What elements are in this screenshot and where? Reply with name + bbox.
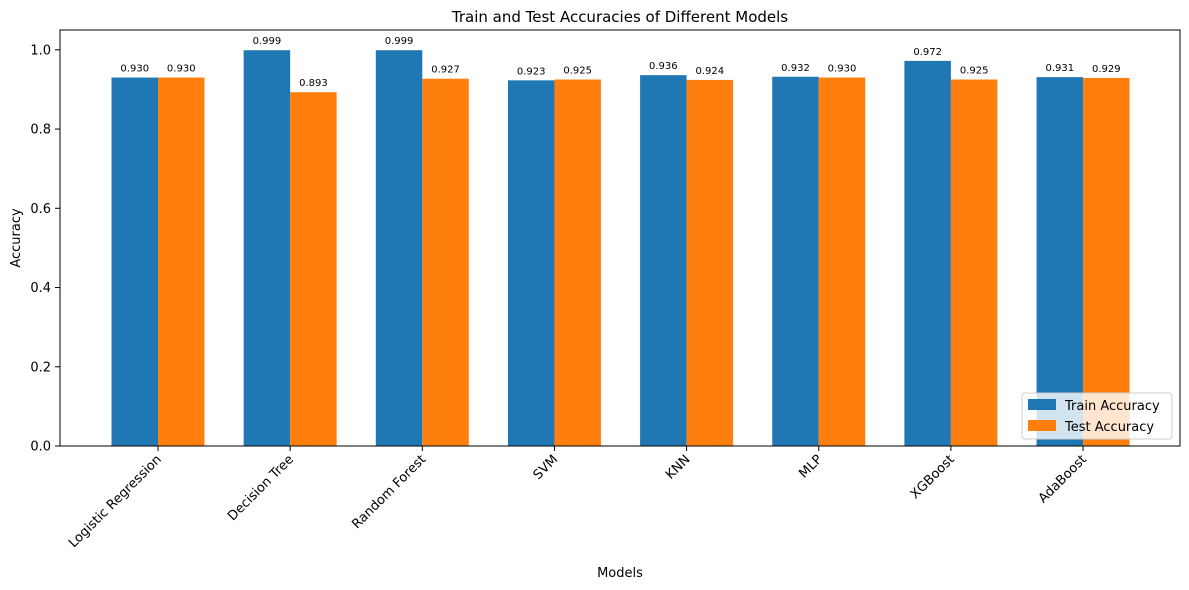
bar (375, 50, 423, 446)
bar-value-label: 0.930 (828, 64, 857, 75)
bar (950, 79, 998, 447)
bar-value-label: 0.972 (913, 47, 942, 58)
bar (243, 50, 291, 446)
bar-value-label: 0.925 (960, 66, 989, 77)
x-tick-label: Random Forest (349, 452, 429, 532)
bar (554, 79, 601, 447)
legend-box (1021, 392, 1173, 440)
bar (640, 75, 687, 446)
bar (686, 79, 734, 447)
legend-label-test: Test Accuracy (1064, 420, 1154, 435)
bar-labels-group: 0.930 0.999 0.999 0.923 0.936 0.932 0.972 0.931… (120, 36, 1120, 89)
bar-value-label: 0.936 (649, 61, 678, 72)
legend: Train Accuracy Test Accuracy (1021, 392, 1173, 440)
x-tick-label: AdaBoost (1036, 452, 1090, 506)
bar-value-label: 0.925 (563, 66, 592, 77)
y-tick-label: 1.0 (30, 43, 51, 58)
bar-value-label: 0.930 (120, 64, 149, 75)
bar-value-label: 0.999 (385, 36, 414, 47)
y-tick-label: 0.8 (30, 123, 51, 138)
bar (422, 78, 469, 446)
y-tick-label: 0.4 (30, 281, 51, 296)
bar-value-label: 0.924 (696, 66, 725, 77)
bar (111, 77, 158, 447)
bar (290, 92, 337, 446)
bar-value-label: 0.927 (431, 65, 460, 76)
bar-value-label: 0.999 (253, 36, 282, 47)
legend-swatch-train (1028, 399, 1056, 410)
legend-swatch-test (1028, 420, 1056, 431)
bar-value-label: 0.930 (167, 64, 196, 75)
x-tick-label: SVM (531, 452, 562, 483)
bar (772, 76, 819, 446)
plot-area (59, 29, 1181, 447)
y-axis: 0.0 0.2 0.4 0.6 0.8 1.0 (30, 43, 60, 455)
x-tick-label: MLP (796, 452, 825, 481)
x-tick-label: Logistic Regression (66, 452, 165, 551)
bar (1083, 77, 1130, 446)
bar-value-label: 0.929 (1092, 64, 1121, 75)
chart-title: Train and Test Accuracies of Different M… (451, 8, 788, 26)
y-axis-title: Accuracy (9, 208, 24, 268)
x-tick-label: KNN (663, 452, 693, 482)
x-axis: Logistic Regression Decision Tree Random F… (66, 446, 1090, 551)
bar (1036, 77, 1084, 446)
y-tick-label: 0.0 (30, 440, 51, 455)
bar-value-label: 0.893 (299, 78, 328, 89)
bar-value-label: 0.932 (781, 63, 810, 74)
bar-value-label: 0.931 (1045, 63, 1074, 74)
bar-value-label: 0.923 (517, 66, 546, 77)
bars-group (111, 50, 1130, 447)
bar (158, 77, 205, 447)
x-tick-label: Decision Tree (225, 452, 297, 524)
bar (507, 80, 555, 446)
y-tick-label: 0.2 (30, 360, 51, 375)
bar (818, 77, 866, 447)
legend-label-train: Train Accuracy (1064, 399, 1160, 414)
bar (904, 60, 951, 446)
x-axis-title: Models (597, 566, 643, 581)
x-tick-label: XGBoost (908, 452, 958, 502)
y-tick-label: 0.6 (30, 202, 51, 217)
